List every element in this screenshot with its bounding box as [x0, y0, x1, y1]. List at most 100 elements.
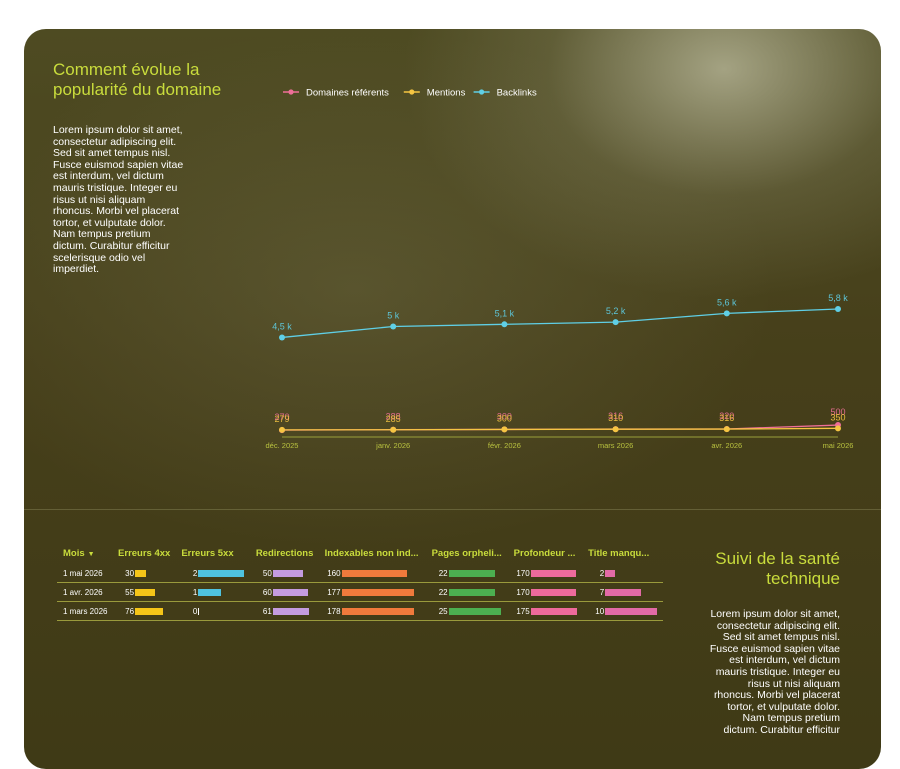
section-divider	[24, 509, 881, 510]
cell-number: 76	[125, 606, 135, 616]
cell-number: 175	[516, 606, 530, 616]
data-label: 300	[497, 413, 512, 423]
data-label: 500	[830, 407, 845, 417]
data-point	[390, 323, 397, 330]
column-header[interactable]: Redirections	[250, 542, 319, 564]
table-row[interactable]: 1 avr. 2026 55 1 60 177 22 170 7	[57, 582, 663, 602]
cell-bar-value: 7	[582, 582, 663, 602]
column-header[interactable]: Title manqu...	[582, 542, 663, 564]
table-row[interactable]: 1 mai 2026 30 2 50 160 22 170 2	[57, 564, 663, 583]
x-tick-label: mars 2026	[598, 441, 633, 450]
cell-bar-value: 22	[425, 582, 508, 602]
data-label: 285	[386, 414, 401, 424]
data-point	[612, 426, 619, 433]
data-point	[612, 319, 619, 326]
cell-bar-value: 30	[112, 564, 176, 583]
x-tick-label: déc. 2025	[266, 441, 299, 450]
cell-bar	[341, 569, 407, 577]
cell-bar-value: 2	[175, 564, 250, 583]
cell-number: 2	[599, 568, 605, 578]
cell-bar-value: 25	[425, 601, 508, 621]
data-point	[723, 426, 730, 433]
section-title-technical-health: Suivi de la santé technique	[715, 549, 840, 588]
section-title-popularity: Comment évolue la popularité du domaine	[53, 60, 222, 99]
data-point	[279, 426, 285, 433]
sort-desc-icon[interactable]: ▼	[87, 550, 95, 558]
cell-number: 25	[438, 606, 448, 616]
cell-bar-value: 0	[175, 601, 250, 621]
data-label: 5 k	[387, 311, 400, 321]
column-header-label: Mois	[63, 547, 85, 559]
column-header-label: Indexables non ind...	[324, 547, 419, 559]
data-label: 279	[274, 414, 289, 424]
cell-bar-value: 22	[425, 564, 508, 583]
cell-bar	[341, 588, 414, 596]
column-header[interactable]: Profondeur ...	[508, 542, 583, 564]
cell-bar-value: 55	[112, 582, 176, 602]
cell-mois: 1 mai 2026	[57, 564, 113, 583]
cell-bar-value: 1	[175, 582, 250, 602]
column-header[interactable]: Indexables non ind...	[319, 542, 426, 564]
cell-bar	[530, 588, 576, 596]
cell-bar-value: 178	[318, 601, 426, 621]
column-header-label: Profondeur ...	[513, 547, 576, 559]
cell-number: 22	[438, 568, 448, 578]
cell-bar	[135, 569, 147, 577]
cell-number: 0	[192, 606, 198, 616]
cell-bar-value: 76	[112, 601, 176, 621]
column-header[interactable]: Erreurs 4xx	[112, 542, 175, 564]
data-point	[279, 334, 285, 341]
data-label: 5,8 k	[828, 293, 848, 303]
cell-number: 170	[516, 568, 530, 578]
legend-swatch-marker	[479, 89, 485, 95]
cell-bar	[341, 607, 414, 615]
cell-mois: 1 avr. 2026	[57, 582, 113, 602]
legend-label: Backlinks	[497, 88, 537, 99]
cell-number: 30	[125, 568, 135, 578]
cell-bar-value: 175	[507, 601, 583, 621]
data-label: 270	[274, 412, 289, 422]
data-point	[501, 321, 508, 328]
legend-label: Mentions	[427, 88, 466, 99]
cell-mois: 1 mars 2026	[57, 601, 113, 621]
cell-number: 60	[262, 587, 272, 597]
cell-number: 7	[599, 587, 605, 597]
table-header-row: Mois ▼ Erreurs 4xx Erreurs 5xx Redirections I…	[57, 542, 663, 564]
cell-bar	[198, 569, 245, 577]
section-description-technical-health: Lorem ipsum dolor sit amet, consectetur …	[709, 608, 840, 736]
data-point	[723, 310, 730, 317]
data-point	[501, 426, 508, 433]
cell-bar	[135, 588, 156, 596]
legend-label: Domaines référents	[306, 88, 389, 99]
data-label: 5,1 k	[495, 308, 515, 318]
x-tick-label: mai 2026	[823, 441, 854, 450]
cell-bar-value: 50	[249, 564, 319, 583]
column-header-label: Erreurs 4xx	[118, 547, 171, 559]
cell-bar	[448, 607, 501, 615]
data-label: 316	[719, 413, 734, 423]
table-row[interactable]: 1 mars 2026 76 0 61 178 25 175 10	[57, 601, 663, 621]
column-header-label: Title manqu...	[588, 547, 650, 559]
series-line	[281, 427, 839, 431]
cell-number: 1	[192, 587, 198, 597]
cell-bar	[272, 607, 309, 615]
cell-number: 61	[262, 606, 272, 616]
cell-number: 10	[595, 606, 605, 616]
section-description-popularity: Lorem ipsum dolor sit amet, consectetur …	[53, 124, 184, 276]
cell-number: 178	[327, 606, 341, 616]
cell-number: 170	[516, 587, 530, 597]
cell-bar-value: 2	[582, 564, 663, 583]
x-tick-label: févr. 2026	[488, 441, 521, 450]
column-header-mois[interactable]: Mois ▼	[57, 542, 112, 564]
x-tick-label: janv. 2026	[375, 441, 410, 450]
column-header[interactable]: Pages orpheli...	[426, 542, 508, 564]
cell-number: 177	[327, 587, 341, 597]
data-point	[835, 425, 841, 432]
column-header[interactable]: Erreurs 5xx	[175, 542, 250, 564]
data-point	[835, 305, 841, 312]
cell-number: 55	[125, 587, 135, 597]
cell-bar	[272, 569, 303, 577]
column-header-label: Redirections	[255, 547, 314, 559]
cell-bar-value: 170	[507, 564, 583, 583]
cell-bar	[530, 569, 576, 577]
